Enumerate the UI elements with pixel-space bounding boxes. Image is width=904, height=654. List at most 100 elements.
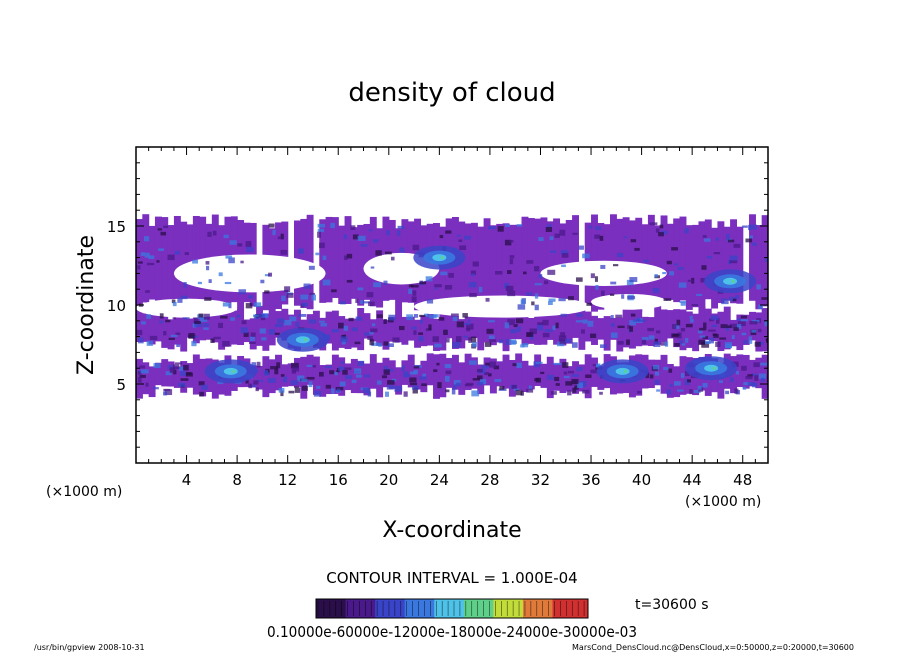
density-cell <box>274 332 280 335</box>
density-cell <box>309 292 315 296</box>
y-axis: 5 10 15 <box>107 162 768 448</box>
cloud-cell <box>502 312 510 352</box>
density-cell <box>649 374 654 379</box>
density-cell <box>758 304 763 310</box>
density-cell <box>346 253 353 259</box>
density-cell <box>471 336 477 343</box>
density-cell <box>727 325 732 329</box>
density-cell <box>392 337 400 343</box>
cloud-cell <box>439 307 447 351</box>
density-cell <box>630 239 637 243</box>
y-tick-label: 15 <box>107 218 126 236</box>
density-cell <box>253 314 259 317</box>
density-cell <box>276 362 281 369</box>
density-cell <box>705 340 711 345</box>
density-cell <box>297 375 305 382</box>
cloud-cell <box>458 319 466 349</box>
density-cell <box>172 301 177 307</box>
hotspot-peak <box>304 338 308 342</box>
density-cell <box>445 370 452 375</box>
density-cell <box>199 317 208 322</box>
x-tick-label: 28 <box>480 471 499 489</box>
cloud-cell <box>458 362 466 395</box>
x-tick-label: 4 <box>182 471 192 489</box>
x-tick-label: 16 <box>329 471 348 489</box>
density-cell <box>470 270 477 275</box>
density-cell <box>691 303 699 307</box>
density-cell <box>732 298 737 302</box>
density-cell <box>554 233 560 238</box>
density-cell <box>288 390 295 394</box>
density-cell <box>701 341 710 348</box>
density-cell <box>477 375 483 380</box>
density-cell <box>331 329 340 333</box>
density-cell <box>177 382 186 387</box>
cloud-cell <box>597 318 605 340</box>
density-cell <box>419 314 426 317</box>
density-cell <box>463 322 471 326</box>
density-cell <box>553 362 562 366</box>
density-cell <box>412 290 417 296</box>
density-cell <box>370 328 378 333</box>
density-cell <box>250 384 256 388</box>
density-cell <box>513 388 520 392</box>
cloud-cell <box>401 316 409 345</box>
density-cell <box>274 368 279 375</box>
density-cell <box>629 326 633 332</box>
density-cell <box>418 332 424 335</box>
density-cell <box>740 319 749 322</box>
cloud-cell <box>148 366 156 398</box>
density-cell <box>331 388 335 394</box>
density-cell <box>413 369 418 375</box>
density-cell <box>715 237 719 241</box>
density-cell <box>198 313 204 318</box>
hotspot-core <box>704 364 719 372</box>
density-cell <box>727 239 735 243</box>
density-cell <box>745 375 753 380</box>
density-cell <box>403 391 408 397</box>
density-cell <box>526 260 534 264</box>
cloud-cell <box>508 312 516 340</box>
colorbar-swatch <box>540 599 548 618</box>
density-cell <box>281 295 286 302</box>
cloud-cell <box>350 358 358 394</box>
density-cell <box>267 378 276 383</box>
cloud-cell <box>641 316 649 346</box>
cloud-cell <box>338 316 346 348</box>
density-cell <box>690 318 694 323</box>
cloud-cell <box>749 359 756 387</box>
density-cell <box>511 340 517 345</box>
density-cell <box>368 301 375 307</box>
cloud-cell <box>673 218 681 303</box>
cloud-cell <box>186 318 194 338</box>
density-cell <box>726 233 730 240</box>
density-cell <box>351 327 358 332</box>
density-cell <box>560 332 566 337</box>
cloud-cell <box>685 225 693 310</box>
density-cell <box>306 364 313 367</box>
cloud-cell <box>376 362 384 398</box>
plot-area <box>136 214 768 399</box>
cloud-cell <box>603 316 611 351</box>
density-cell <box>348 317 354 322</box>
density-cell <box>280 390 284 397</box>
density-cell <box>517 326 521 332</box>
density-cell <box>206 265 210 271</box>
density-cell <box>610 332 618 338</box>
cloud-cell <box>647 214 655 305</box>
density-cell <box>245 241 252 247</box>
cloud-cell <box>666 310 674 339</box>
cloud-cell <box>508 359 516 397</box>
density-cell <box>509 240 514 243</box>
density-cell <box>437 382 442 389</box>
colorbar-swatch <box>381 599 388 618</box>
density-cell <box>760 362 768 366</box>
density-cell <box>565 381 573 386</box>
hotspot-peak <box>712 366 716 370</box>
density-cell <box>729 259 738 264</box>
density-cell <box>639 319 647 322</box>
density-cell <box>419 281 427 285</box>
colorbar-swatch <box>558 599 565 618</box>
density-cell <box>386 343 394 348</box>
colorbar-swatch <box>369 599 376 618</box>
